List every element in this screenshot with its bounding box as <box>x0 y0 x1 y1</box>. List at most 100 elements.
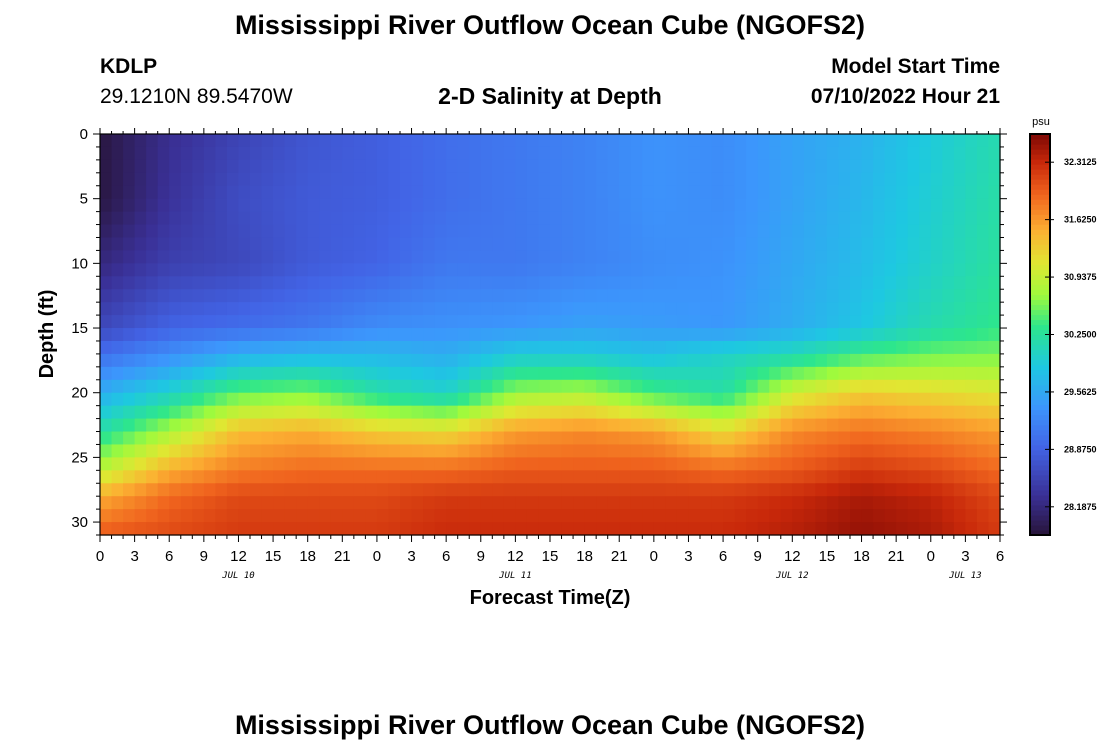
heatmap-cell <box>838 444 851 458</box>
heatmap-cell <box>919 379 932 394</box>
heatmap-cell <box>873 198 886 213</box>
heatmap-cell <box>700 250 713 264</box>
heatmap-cell <box>457 302 470 316</box>
heatmap-cell <box>930 392 943 407</box>
colorbar-band <box>1030 394 1050 401</box>
heatmap-cell <box>215 366 228 381</box>
heatmap-cell <box>873 289 886 303</box>
heatmap-cell <box>526 224 540 239</box>
heatmap-cell <box>146 496 159 510</box>
heatmap-cell <box>226 496 240 510</box>
heatmap-cell <box>100 328 113 342</box>
heatmap-cell <box>342 276 355 290</box>
heatmap-cell <box>192 444 205 458</box>
heatmap-cell <box>850 250 863 264</box>
heatmap-cell <box>261 431 274 446</box>
heatmap-cell <box>400 328 413 342</box>
heatmap-cell <box>607 340 620 355</box>
heatmap-cell <box>203 509 216 523</box>
heatmap-cell <box>976 392 990 407</box>
heatmap-cell <box>492 392 505 407</box>
heatmap-cell <box>723 379 736 394</box>
heatmap-cell <box>123 276 136 290</box>
colorbar-band <box>1030 139 1050 145</box>
heatmap-cell <box>769 444 782 458</box>
heatmap-cell <box>169 353 182 368</box>
y-axis-label: Depth (ft) <box>36 290 58 379</box>
heatmap-cell <box>342 457 355 471</box>
heatmap-cell <box>976 366 990 381</box>
heatmap-cell <box>100 496 113 510</box>
heatmap-cell <box>884 237 897 252</box>
heatmap-cell <box>596 315 609 329</box>
heatmap-cell <box>203 172 216 187</box>
heatmap-cell <box>550 289 563 303</box>
heatmap-cell <box>330 134 343 148</box>
heatmap-cell <box>711 250 724 264</box>
heatmap-cell <box>388 522 401 536</box>
heatmap-cell <box>226 418 240 433</box>
heatmap-cell <box>169 224 182 239</box>
heatmap-cell <box>607 159 620 174</box>
heatmap-cell <box>411 405 424 420</box>
heatmap-cell <box>526 418 540 433</box>
colorbar-band <box>1030 519 1050 526</box>
heatmap-cell <box>988 483 1001 497</box>
heatmap-cell <box>780 315 793 329</box>
heatmap-cell <box>988 185 1001 200</box>
page-title-repeat: Mississippi River Outflow Ocean Cube (NG… <box>234 710 866 740</box>
heatmap-cell <box>873 379 886 394</box>
heatmap-cell <box>723 483 736 497</box>
heatmap-cell <box>550 392 563 407</box>
heatmap-cell <box>584 263 597 277</box>
heatmap-cell <box>630 483 643 497</box>
heatmap-cell <box>515 405 528 420</box>
heatmap-cell <box>296 263 309 277</box>
heatmap-cell <box>480 159 493 174</box>
heatmap-cell <box>826 366 840 381</box>
heatmap-cell <box>896 159 909 174</box>
heatmap-cell <box>238 146 251 161</box>
heatmap-cell <box>353 224 366 239</box>
heatmap-cell <box>388 483 401 497</box>
heatmap-cell <box>607 237 620 252</box>
heatmap-cell <box>192 496 205 510</box>
heatmap-cell <box>273 353 286 368</box>
heatmap-cell <box>446 379 459 394</box>
heatmap-cell <box>930 263 943 277</box>
heatmap-cell <box>538 315 551 329</box>
x-tick-label: 15 <box>542 548 559 565</box>
heatmap-cell <box>203 431 216 446</box>
heatmap-cell <box>815 276 828 290</box>
heatmap-cell <box>538 340 551 355</box>
heatmap-cell <box>250 418 263 433</box>
heatmap-cell <box>619 146 632 161</box>
colorbar-band <box>1030 229 1050 235</box>
heatmap-cell <box>584 483 597 497</box>
heatmap-cell <box>607 172 620 187</box>
heatmap-cell <box>111 211 124 226</box>
heatmap-cell <box>896 302 909 316</box>
heatmap-cell <box>100 340 113 355</box>
heatmap-cell <box>953 379 966 394</box>
heatmap-cell <box>342 509 355 523</box>
heatmap-cell <box>180 379 193 394</box>
heatmap-cell <box>573 328 586 342</box>
heatmap-cell <box>919 366 932 381</box>
heatmap-cell <box>653 263 666 277</box>
heatmap-cell <box>700 444 713 458</box>
heatmap-cell <box>480 418 493 433</box>
colorbar-tick-label: 30.9375 <box>1064 272 1097 282</box>
heatmap-cell <box>215 379 228 394</box>
heatmap-cell <box>942 483 955 497</box>
heatmap-cell <box>769 353 782 368</box>
heatmap-cell <box>746 444 759 458</box>
heatmap-cell <box>226 185 240 200</box>
heatmap-cell <box>319 444 332 458</box>
heatmap-cell <box>907 392 920 407</box>
colorbar-band <box>1030 144 1050 150</box>
heatmap-cell <box>400 146 413 161</box>
heatmap-cell <box>515 172 528 187</box>
heatmap-cell <box>734 431 747 446</box>
heatmap-cell <box>319 496 332 510</box>
